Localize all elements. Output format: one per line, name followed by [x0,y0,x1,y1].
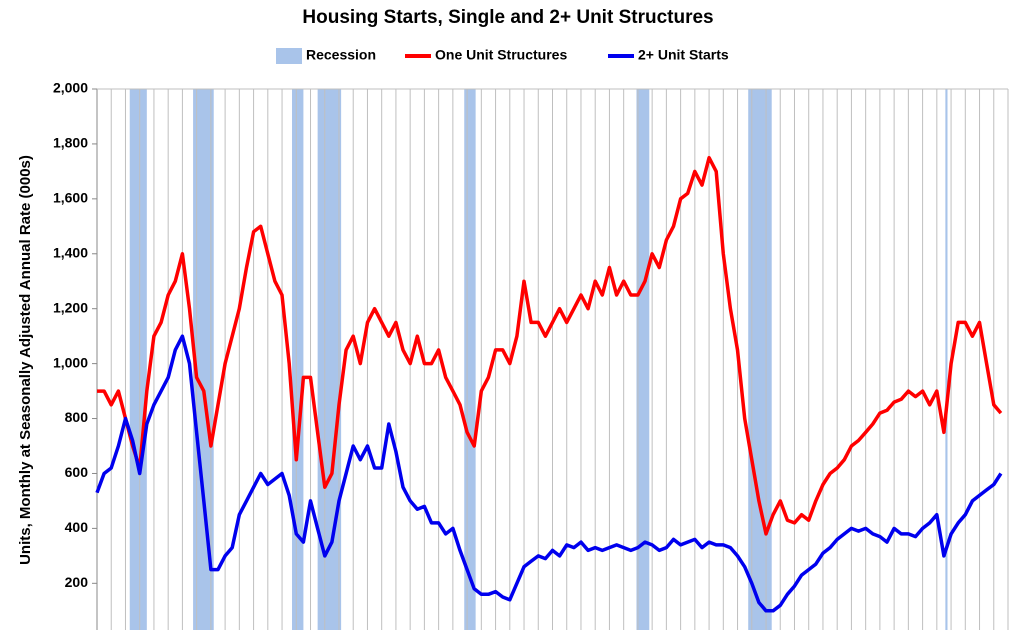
y-tick-label: 1,000 [53,354,88,370]
legend-label: One Unit Structures [435,47,567,63]
recession-band [464,89,476,630]
y-tick-label: 1,200 [53,299,88,315]
chart-title: Housing Starts, Single and 2+ Unit Struc… [302,7,713,28]
recession-band [945,89,948,630]
series-line [97,155,1003,536]
legend-label: 2+ Unit Starts [638,47,729,63]
legend-swatch [276,48,302,64]
recession-band [636,89,650,630]
recession-band [193,89,214,630]
series-line [95,334,1003,613]
y-tick-label: 800 [65,409,89,425]
y-tick-label: 1,400 [53,244,88,260]
y-tick-label: 200 [65,574,89,590]
recession-band [292,89,304,630]
y-tick-label: 1,600 [53,190,88,206]
legend-label: Recession [306,47,376,63]
recession-band [129,89,147,630]
recession-band [317,89,342,630]
y-tick-label: 2,000 [53,80,88,96]
y-axis-label: Units, Monthly at Seasonally Adjusted An… [17,155,34,565]
y-tick-label: 1,800 [53,135,88,151]
y-tick-label: 400 [65,519,89,535]
y-tick-label: 600 [65,464,89,480]
